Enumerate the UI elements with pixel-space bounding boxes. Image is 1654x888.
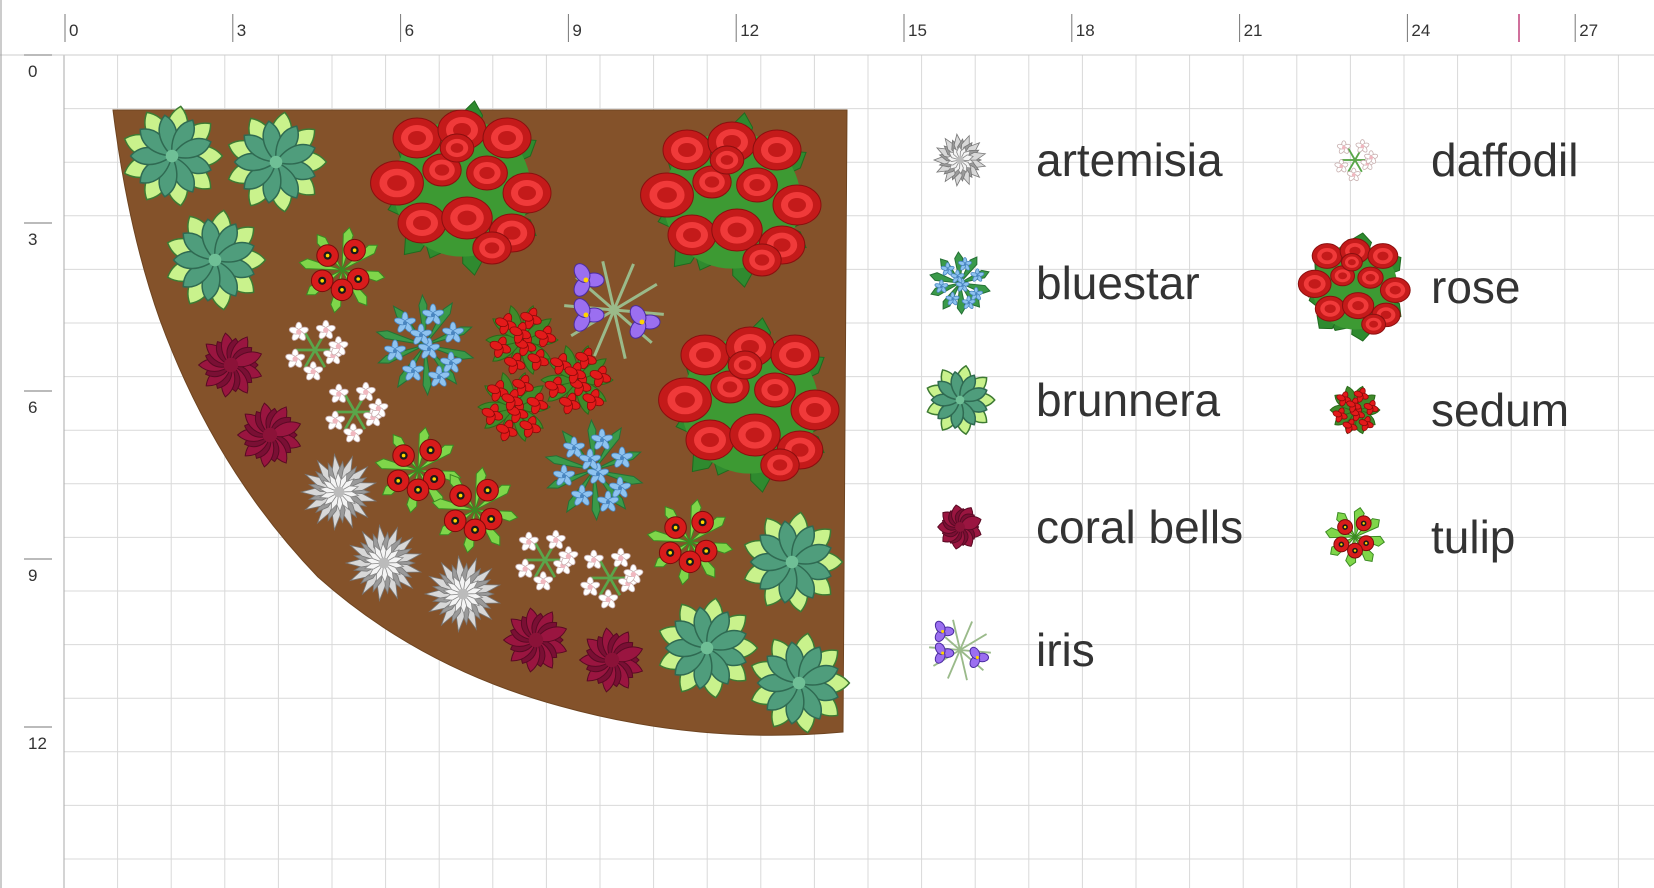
legend-label: artemisia bbox=[1036, 134, 1223, 186]
plant-rose[interactable] bbox=[658, 316, 840, 493]
sedum-icon bbox=[1329, 385, 1381, 435]
plant-rose[interactable] bbox=[640, 111, 822, 288]
plant-tulip[interactable] bbox=[646, 498, 734, 586]
legend-item-sedum[interactable]: sedum bbox=[1329, 384, 1569, 436]
ruler-top-label: 18 bbox=[1076, 21, 1095, 40]
ruler-top-label: 9 bbox=[572, 21, 581, 40]
ruler-left-label: 9 bbox=[28, 566, 37, 585]
plant-daffodil[interactable] bbox=[580, 547, 644, 609]
brunnera-icon bbox=[926, 364, 996, 436]
plant-sedum[interactable] bbox=[485, 304, 559, 376]
ruler-top-label: 12 bbox=[740, 21, 759, 40]
iris-icon bbox=[929, 619, 991, 681]
ruler-top-label: 27 bbox=[1579, 21, 1598, 40]
plant-brunnera[interactable] bbox=[164, 209, 267, 312]
plant-layer bbox=[121, 99, 851, 735]
legend-label: rose bbox=[1431, 261, 1520, 313]
plant-artemisia[interactable] bbox=[344, 523, 423, 603]
ruler-top-label: 21 bbox=[1244, 21, 1263, 40]
daffodil-icon bbox=[1334, 139, 1379, 182]
plant-daffodil[interactable] bbox=[285, 319, 349, 381]
bluestar-icon bbox=[929, 251, 991, 315]
plant-tulip[interactable] bbox=[298, 226, 386, 314]
plant-sedum[interactable] bbox=[540, 344, 614, 416]
plant-bluestar[interactable] bbox=[544, 418, 644, 522]
ruler-left-label: 3 bbox=[28, 230, 37, 249]
ruler-top-label: 6 bbox=[405, 21, 414, 40]
legend-label: bluestar bbox=[1036, 257, 1200, 309]
plant-sedum[interactable] bbox=[477, 371, 551, 443]
plant-bluestar[interactable] bbox=[375, 293, 475, 397]
legend-label: brunnera bbox=[1036, 374, 1221, 426]
plant-tulip[interactable] bbox=[431, 466, 519, 554]
ruler-top: 0 3 6 9 12 15 18 21 24 27 bbox=[64, 14, 1598, 42]
plant-daffodil[interactable] bbox=[515, 529, 579, 591]
plant-brunnera[interactable] bbox=[741, 511, 844, 614]
plant-coral-bells[interactable] bbox=[197, 332, 264, 398]
plant-brunnera[interactable] bbox=[121, 105, 224, 208]
rose-icon bbox=[1297, 232, 1411, 342]
ruler-top-label: 24 bbox=[1411, 21, 1430, 40]
legend-label: iris bbox=[1036, 624, 1095, 676]
ruler-left: 0 3 6 9 12 bbox=[24, 54, 52, 753]
plant-coral-bells[interactable] bbox=[578, 627, 645, 693]
ruler-left-label: 0 bbox=[28, 62, 37, 81]
tulip-icon bbox=[1324, 506, 1386, 568]
ruler-top-label: 3 bbox=[237, 21, 246, 40]
plant-brunnera[interactable] bbox=[225, 111, 328, 214]
plant-daffodil[interactable] bbox=[325, 381, 389, 443]
legend-item-coral-bells[interactable]: coral bells bbox=[937, 501, 1243, 553]
legend-item-tulip[interactable]: tulip bbox=[1324, 506, 1516, 568]
legend-item-daffodil[interactable]: daffodil bbox=[1334, 134, 1579, 186]
legend-item-rose[interactable]: rose bbox=[1297, 232, 1520, 343]
garden-bed[interactable] bbox=[112, 109, 848, 736]
legend-item-bluestar[interactable]: bluestar bbox=[929, 251, 1200, 315]
legend-label: tulip bbox=[1431, 511, 1515, 563]
ruler-top-label: 0 bbox=[69, 21, 78, 40]
artemisia-icon bbox=[932, 133, 987, 187]
plant-rose[interactable] bbox=[370, 99, 552, 276]
legend-item-brunnera[interactable]: brunnera bbox=[925, 364, 1221, 436]
legend-label: daffodil bbox=[1431, 134, 1579, 186]
plant-artemisia[interactable] bbox=[299, 452, 378, 532]
plant-brunnera[interactable] bbox=[656, 597, 759, 700]
legend-item-iris[interactable]: iris bbox=[929, 619, 1095, 681]
legend-item-artemisia[interactable]: artemisia bbox=[932, 133, 1223, 187]
plant-coral-bells[interactable] bbox=[236, 402, 303, 468]
plant-coral-bells[interactable] bbox=[502, 607, 569, 673]
plant-artemisia[interactable] bbox=[423, 554, 502, 634]
legend-label: coral bells bbox=[1036, 501, 1243, 553]
legend-label: sedum bbox=[1431, 384, 1569, 436]
ruler-left-label: 6 bbox=[28, 398, 37, 417]
plant-brunnera[interactable] bbox=[748, 632, 851, 735]
coral-bells-icon bbox=[937, 504, 982, 550]
ruler-top-label: 15 bbox=[908, 21, 927, 40]
legend: artemisia bluestar brunnera coral bells iris… bbox=[925, 133, 1579, 681]
plant-iris[interactable] bbox=[564, 260, 664, 360]
ruler-left-label: 12 bbox=[28, 734, 47, 753]
